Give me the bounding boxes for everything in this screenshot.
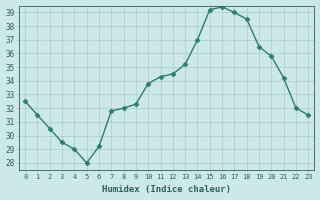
X-axis label: Humidex (Indice chaleur): Humidex (Indice chaleur): [102, 185, 231, 194]
